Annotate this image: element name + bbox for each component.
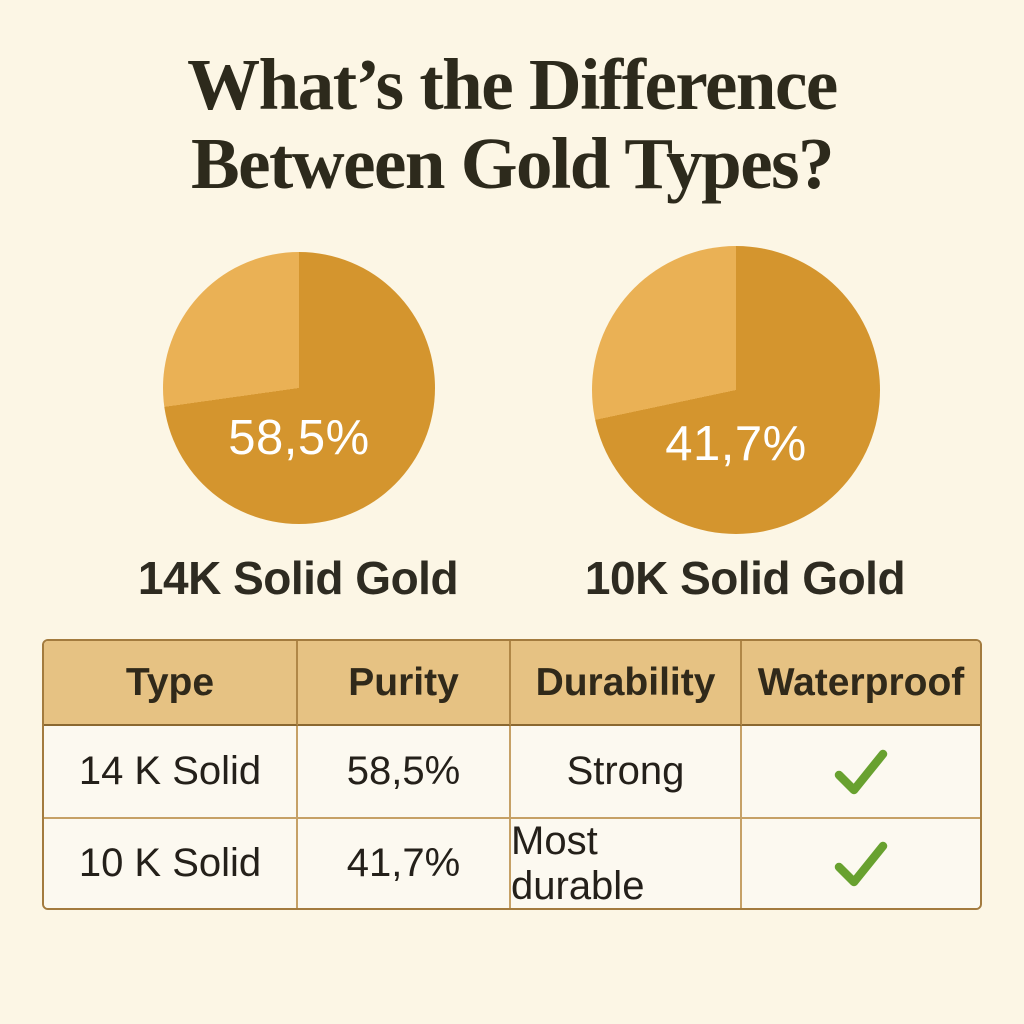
- pie-caption-14k: 14K Solid Gold: [137, 552, 459, 604]
- pie-chart-14k: 58,5%: [163, 252, 435, 524]
- column-header-durability: Durability: [511, 641, 742, 726]
- cell-row2-durability: Most durable: [511, 819, 742, 908]
- cell-row2-type: 10 K Solid: [44, 819, 298, 908]
- page-title-line1: What’s the Difference: [187, 44, 838, 125]
- pie-caption-10k: 10K Solid Gold: [584, 552, 906, 604]
- column-header-waterproof: Waterproof: [742, 641, 980, 726]
- cell-row1-purity: 58,5%: [298, 726, 511, 819]
- checkmark-icon: [834, 841, 888, 886]
- checkmark-icon: [834, 749, 888, 794]
- page-title: What’s the Difference Between Gold Types…: [0, 44, 1024, 204]
- pie-value-label-10k: 41,7%: [665, 417, 807, 471]
- cell-row1-type: 14 K Solid: [44, 726, 298, 819]
- pie-chart-10k: 41,7%: [592, 246, 880, 534]
- column-header-type: Type: [44, 641, 298, 726]
- cell-row2-waterproof: [742, 819, 980, 908]
- cell-row1-durability: Strong: [511, 726, 742, 819]
- page-title-line2: Between Gold Types?: [190, 122, 835, 204]
- cell-row2-purity: 41,7%: [298, 819, 511, 908]
- comparison-table: Type Purity Durability Waterproof 14 K S…: [42, 639, 982, 910]
- pie-value-label-14k: 58,5%: [228, 411, 370, 465]
- column-header-purity: Purity: [298, 641, 511, 726]
- cell-row1-waterproof: [742, 726, 980, 819]
